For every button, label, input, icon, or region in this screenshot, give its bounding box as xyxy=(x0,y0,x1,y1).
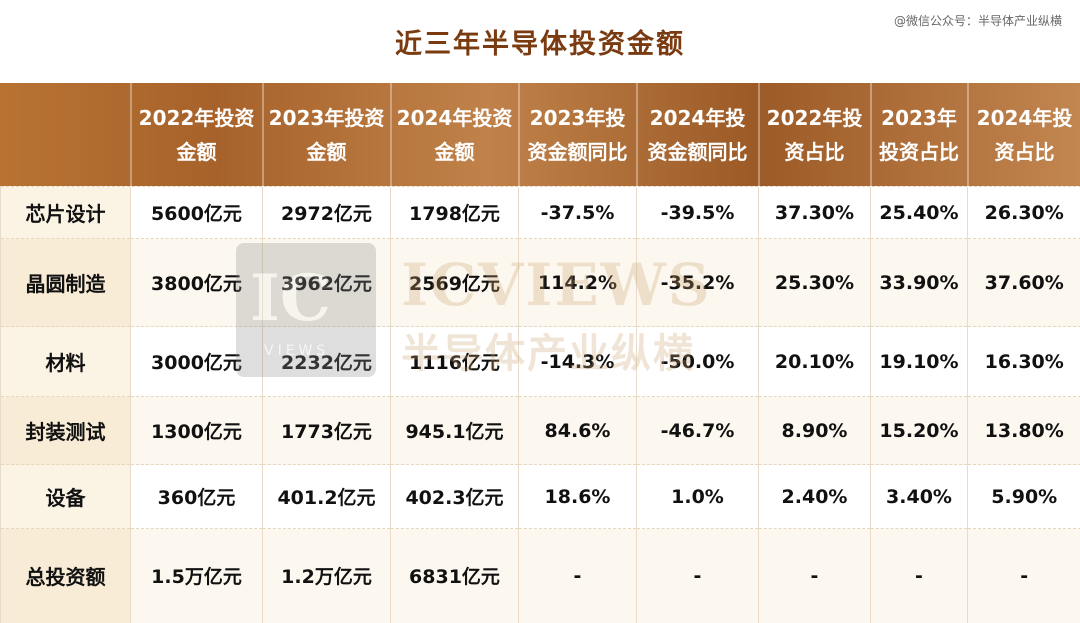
table-cell: 3000亿元 xyxy=(130,326,263,397)
table-body: 芯片设计 5600亿元 2972亿元 1798亿元 -37.5% -39.5% 37.30%… xyxy=(0,186,1080,623)
table-cell: 6831亿元 xyxy=(390,528,519,623)
table-cell: -50.0% xyxy=(636,326,759,397)
header-row: 2022年投资 金额 2023年投资 金额 2024年投资 金额 2023年投 资金额同比 20… xyxy=(1,83,1080,187)
column-header-line: 投资占比 xyxy=(879,139,959,164)
table-cell: -39.5% xyxy=(636,186,759,239)
column-header-line: 资金额同比 xyxy=(527,139,628,164)
table-cell: - xyxy=(518,528,637,623)
table-cell: 13.80% xyxy=(967,396,1080,465)
table-cell: 2.40% xyxy=(758,464,871,529)
column-header-line: 资金额同比 xyxy=(647,139,748,164)
table-cell: 5.90% xyxy=(967,464,1080,529)
column-header-line: 2022年投资 xyxy=(138,105,255,130)
table-cell: 1.5万亿元 xyxy=(130,528,263,623)
column-header-line: 2024年投 xyxy=(649,105,746,130)
table-cell: 3.40% xyxy=(870,464,968,529)
table-row: 晶圆制造 3800亿元 3962亿元 2569亿元 114.2% -35.2% 25.30%… xyxy=(0,238,1080,327)
row-label: 封装测试 xyxy=(0,396,131,465)
table-cell: 401.2亿元 xyxy=(262,464,391,529)
column-header-line: 金额 xyxy=(306,139,347,164)
column-header-line: 2023年投 xyxy=(529,105,626,130)
table-cell: 37.30% xyxy=(758,186,871,239)
chart-title: 近三年半导体投资金额 xyxy=(395,29,685,60)
table-cell: 5600亿元 xyxy=(130,186,263,239)
column-header: 2022年投资 金额 xyxy=(129,83,263,187)
table-cell: 1798亿元 xyxy=(390,186,519,239)
table-cell: 402.3亿元 xyxy=(390,464,519,529)
column-header-line: 资占比 xyxy=(994,139,1055,164)
row-label: 芯片设计 xyxy=(0,186,131,239)
table-cell: - xyxy=(758,528,871,623)
column-header-line: 2024年投资 xyxy=(396,105,513,130)
table-cell: 16.30% xyxy=(967,326,1080,397)
table-cell: 19.10% xyxy=(870,326,968,397)
column-header-line: 2024年投 xyxy=(976,105,1073,130)
table-cell: 25.40% xyxy=(870,186,968,239)
table-cell: 15.20% xyxy=(870,396,968,465)
table-cell: 3962亿元 xyxy=(262,238,391,327)
table-cell: 33.90% xyxy=(870,238,968,327)
row-label: 设备 xyxy=(0,464,131,529)
table-row: 总投资额 1.5万亿元 1.2万亿元 6831亿元 - - - - - xyxy=(0,528,1080,623)
column-header: 2024年投 资金额同比 xyxy=(635,83,759,187)
column-header-line: 2023年投资 xyxy=(268,105,385,130)
table-cell: 26.30% xyxy=(967,186,1080,239)
column-header: 2023年投资 金额 xyxy=(261,83,391,187)
table-cell: - xyxy=(967,528,1080,623)
table-row: 设备 360亿元 401.2亿元 402.3亿元 18.6% 1.0% 2.40% 3.40%… xyxy=(0,464,1080,529)
column-header-line: 金额 xyxy=(176,139,217,164)
column-header-line: 2023年 xyxy=(881,105,957,130)
table-cell: -37.5% xyxy=(518,186,637,239)
row-label: 总投资额 xyxy=(0,528,131,623)
table-cell: 1.2万亿元 xyxy=(262,528,391,623)
table-cell: 8.90% xyxy=(758,396,871,465)
table-cell: 360亿元 xyxy=(130,464,263,529)
table-cell: -35.2% xyxy=(636,238,759,327)
table-row: 芯片设计 5600亿元 2972亿元 1798亿元 -37.5% -39.5% 37.30%… xyxy=(0,186,1080,239)
table-cell: -14.3% xyxy=(518,326,637,397)
table-cell: 18.6% xyxy=(518,464,637,529)
table-cell: 1773亿元 xyxy=(262,396,391,465)
table-cell: - xyxy=(870,528,968,623)
table-cell: 37.60% xyxy=(967,238,1080,327)
table-cell: 1.0% xyxy=(636,464,759,529)
table-row: 封装测试 1300亿元 1773亿元 945.1亿元 84.6% -46.7% 8.90% 1… xyxy=(0,396,1080,465)
table-cell: 114.2% xyxy=(518,238,637,327)
table-cell: 2232亿元 xyxy=(262,326,391,397)
column-header-line: 2022年投 xyxy=(766,105,863,130)
row-header-corner xyxy=(1,83,131,187)
table-cell: 20.10% xyxy=(758,326,871,397)
table-cell: -46.7% xyxy=(636,396,759,465)
table-cell: 1300亿元 xyxy=(130,396,263,465)
table-cell: 84.6% xyxy=(518,396,637,465)
column-header: 2022年投 资占比 xyxy=(757,83,871,187)
table-cell: 945.1亿元 xyxy=(390,396,519,465)
row-label: 晶圆制造 xyxy=(0,238,131,327)
column-header-line: 金额 xyxy=(434,139,475,164)
column-header: 2024年投资 金额 xyxy=(389,83,519,187)
table-row: 材料 3000亿元 2232亿元 1116亿元 -14.3% -50.0% 20.10% 19… xyxy=(0,326,1080,397)
column-header: 2023年投 资金额同比 xyxy=(517,83,637,187)
table-cell: 3800亿元 xyxy=(130,238,263,327)
column-header: 2023年投资占比 xyxy=(869,83,968,187)
column-header-line: 资占比 xyxy=(784,139,845,164)
table-cell: 2972亿元 xyxy=(262,186,391,239)
table-cell: - xyxy=(636,528,759,623)
column-header: 2024年投 资占比 xyxy=(966,83,1080,187)
table-cell: 25.30% xyxy=(758,238,871,327)
row-label: 材料 xyxy=(0,326,131,397)
investment-table: 2022年投资 金额 2023年投资 金额 2024年投资 金额 2023年投 资金额同比 20… xyxy=(0,83,1080,623)
table-cell: 2569亿元 xyxy=(390,238,519,327)
source-credit: @微信公众号：半导体产业纵横 xyxy=(893,14,1062,28)
table-cell: 1116亿元 xyxy=(390,326,519,397)
